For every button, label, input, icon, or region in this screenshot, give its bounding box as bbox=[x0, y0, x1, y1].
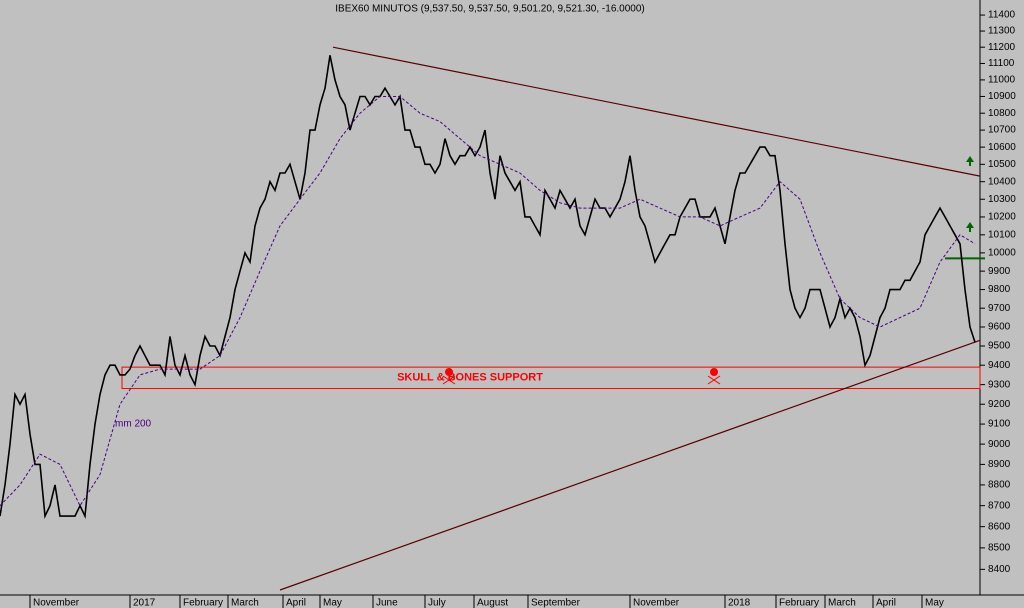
y-tick-label: 9900 bbox=[988, 266, 1011, 277]
y-tick-label: 9500 bbox=[988, 341, 1011, 352]
y-tick-label: 9700 bbox=[988, 303, 1011, 314]
y-tick-label: 9200 bbox=[988, 399, 1011, 410]
x-tick-label: March bbox=[231, 598, 259, 608]
y-tick-label: 8900 bbox=[988, 459, 1011, 470]
skull-icon bbox=[442, 368, 721, 385]
x-tick-label: February bbox=[183, 598, 223, 608]
y-tick-label: 10700 bbox=[988, 125, 1016, 136]
y-tick-label: 11200 bbox=[988, 42, 1016, 53]
trend-line bbox=[279, 339, 981, 591]
annotation: mm 200 bbox=[115, 419, 152, 430]
x-tick-label: March bbox=[828, 598, 856, 608]
support-zone bbox=[121, 366, 981, 390]
x-tick-label: June bbox=[376, 598, 398, 608]
x-tick-label: November bbox=[633, 598, 680, 608]
y-tick-label: 8700 bbox=[988, 500, 1011, 511]
x-tick-label: May bbox=[323, 598, 342, 608]
x-tick-label: April bbox=[286, 598, 306, 608]
trend-line bbox=[332, 46, 981, 177]
y-tick-label: 8800 bbox=[988, 480, 1011, 491]
y-tick-label: 10800 bbox=[988, 108, 1016, 119]
y-tick-label: 9300 bbox=[988, 379, 1011, 390]
chart-title: IBEX60 MINUTOS (9,537.50, 9,537.50, 9,50… bbox=[335, 4, 644, 15]
x-tick-label: 2017 bbox=[133, 598, 156, 608]
y-tick-label: 10500 bbox=[988, 159, 1016, 170]
x-tick-label: 2018 bbox=[728, 598, 751, 608]
x-tick-label: July bbox=[428, 598, 446, 608]
x-tick-label: August bbox=[477, 598, 508, 608]
y-tick-label: 9400 bbox=[988, 360, 1011, 371]
y-tick-label: 10900 bbox=[988, 91, 1016, 102]
y-tick-label: 10200 bbox=[988, 212, 1016, 223]
y-tick-label: 10400 bbox=[988, 176, 1016, 187]
y-tick-label: 10300 bbox=[988, 194, 1016, 205]
y-tick-label: 10600 bbox=[988, 142, 1016, 153]
y-tick-label: 11300 bbox=[988, 26, 1016, 37]
y-tick-label: 8500 bbox=[988, 543, 1011, 554]
moving-average-line bbox=[0, 96, 976, 507]
x-tick-label: November bbox=[33, 598, 80, 608]
x-tick-label: April bbox=[876, 598, 896, 608]
y-tick-label: 11400 bbox=[988, 10, 1016, 21]
y-tick-label: 9100 bbox=[988, 419, 1011, 430]
annotation: SKULL & BONES SUPPORT bbox=[397, 372, 543, 384]
price-line bbox=[0, 55, 976, 520]
y-tick-label: 11000 bbox=[988, 75, 1016, 86]
y-tick-label: 9600 bbox=[988, 322, 1011, 333]
x-tick-label: May bbox=[925, 598, 944, 608]
y-tick-label: 10100 bbox=[988, 229, 1016, 240]
y-tick-label: 8600 bbox=[988, 521, 1011, 532]
y-tick-label: 9800 bbox=[988, 284, 1011, 295]
up-arrow bbox=[966, 156, 974, 232]
y-tick-label: 11100 bbox=[988, 58, 1015, 69]
y-tick-label: 8400 bbox=[988, 564, 1011, 575]
x-tick-label: February bbox=[779, 598, 819, 608]
y-tick-label: 9000 bbox=[988, 439, 1011, 450]
y-tick-label: 10000 bbox=[988, 248, 1016, 259]
x-tick-label: September bbox=[531, 598, 581, 608]
